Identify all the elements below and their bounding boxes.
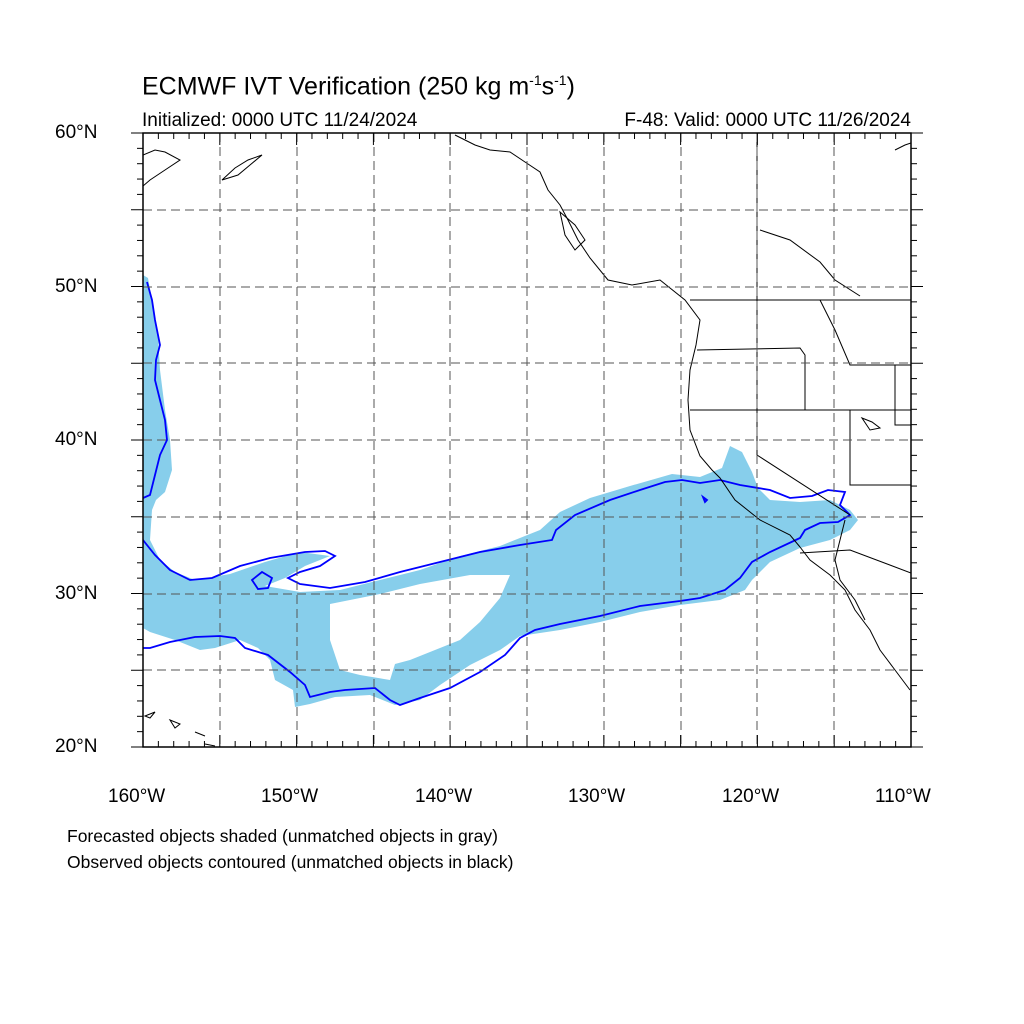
lat-label-30: 30°N bbox=[55, 583, 98, 604]
map-title: ECMWF IVT Verification (250 kg m-1s-1) bbox=[142, 72, 575, 101]
gridlines bbox=[143, 133, 911, 747]
lon-label-130w: 130°W bbox=[568, 786, 626, 807]
lat-label-20: 20°N bbox=[55, 736, 98, 757]
lat-label-50: 50°N bbox=[55, 276, 98, 297]
lat-label-40: 40°N bbox=[55, 429, 98, 450]
lon-label-140w: 140°W bbox=[415, 786, 473, 807]
legend-forecast-note: Forecasted objects shaded (unmatched obj… bbox=[67, 826, 498, 846]
lon-label-120w: 120°W bbox=[722, 786, 780, 807]
lon-label-150w: 150°W bbox=[261, 786, 319, 807]
observed-ivt-contour bbox=[143, 281, 852, 706]
forecast-ivt-object bbox=[143, 275, 858, 707]
valid-time: F-48: Valid: 0000 UTC 11/26/2024 bbox=[624, 110, 911, 131]
lat-label-60: 60°N bbox=[55, 122, 98, 143]
initialized-time: Initialized: 0000 UTC 11/24/2024 bbox=[142, 110, 418, 131]
lon-label-110w: 110°W bbox=[875, 786, 931, 807]
lon-label-160w: 160°W bbox=[108, 786, 166, 807]
axis-ticks bbox=[131, 132, 923, 748]
forecast-ivt-gap bbox=[330, 575, 510, 680]
legend-observed-note: Observed objects contoured (unmatched ob… bbox=[67, 852, 514, 872]
